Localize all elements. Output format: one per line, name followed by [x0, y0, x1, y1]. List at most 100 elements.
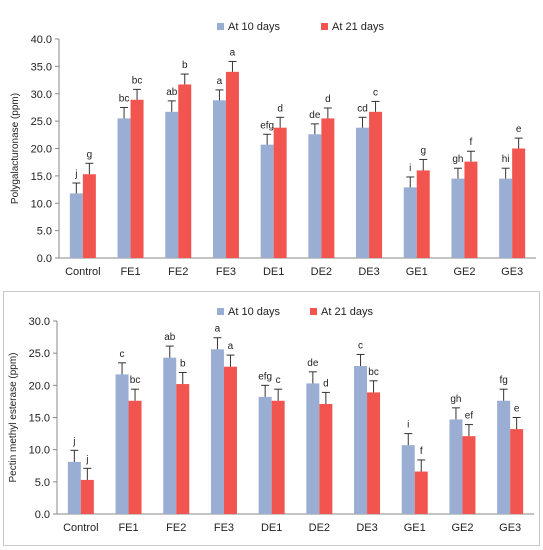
y-tick-label: 30.0	[29, 316, 50, 328]
significance-label: j	[74, 169, 77, 180]
legend-label: At 10 days	[228, 21, 280, 33]
category-label: GE3	[501, 266, 523, 278]
significance-label: d	[323, 378, 329, 389]
y-axis-title: Polygalacturonase (ppm)	[10, 93, 21, 204]
bar	[273, 127, 287, 258]
significance-label: c	[358, 340, 363, 351]
category-label: GE1	[406, 266, 428, 278]
category-label: DE1	[263, 266, 284, 278]
bar	[176, 384, 190, 514]
category-label: FE1	[120, 266, 140, 278]
legend-swatch	[217, 308, 224, 315]
y-tick-label: 25.0	[31, 116, 52, 128]
significance-label: bc	[132, 75, 143, 86]
significance-label: c	[120, 349, 125, 360]
bar	[130, 99, 144, 259]
category-label: GE2	[453, 266, 475, 278]
bar	[178, 84, 192, 258]
bar	[117, 118, 131, 258]
legend-swatch	[321, 23, 328, 30]
significance-label: j	[72, 436, 75, 447]
bar	[308, 134, 322, 258]
significance-label: ab	[164, 332, 176, 343]
significance-label: bc	[119, 93, 130, 104]
bar	[462, 436, 476, 514]
bar	[69, 193, 83, 258]
legend-label: At 21 days	[332, 21, 384, 33]
significance-label: c	[373, 87, 378, 98]
significance-label: c	[276, 375, 281, 386]
category-label: FE2	[166, 522, 186, 534]
significance-label: i	[409, 163, 411, 174]
significance-label: fg	[499, 375, 507, 386]
bar	[354, 366, 368, 514]
category-label: DE2	[309, 522, 330, 534]
category-label: DE3	[358, 266, 379, 278]
bar	[258, 396, 272, 514]
bar	[356, 127, 370, 258]
polygalacturonase-chart-panel: At 10 days At 21 days 0.0 5.0 10.0 15.0 20.0 25…	[3, 3, 540, 289]
significance-label: a	[217, 76, 223, 87]
category-label: FE2	[168, 266, 188, 278]
significance-label: cd	[357, 103, 368, 114]
y-tick-label: 10.0	[31, 198, 52, 210]
pectin-methyl-esterase-chart: At 10 days At 21 days 0.0 5.0 10.0 15.0 20.0 25…	[8, 306, 534, 534]
category-label: Control	[65, 266, 100, 278]
y-tick-label: 30.0	[31, 89, 52, 101]
significance-label: efg	[258, 371, 272, 382]
significance-label: g	[87, 149, 93, 160]
y-tick-label: 5.0	[35, 477, 50, 489]
y-tick-label: 35.0	[31, 61, 52, 73]
bar	[464, 161, 478, 258]
bar	[128, 400, 142, 514]
significance-label: a	[230, 47, 236, 58]
y-tick-label: 10.0	[29, 445, 50, 457]
bar	[416, 170, 430, 258]
y-tick-label: 0.0	[37, 253, 52, 265]
significance-label: efg	[260, 120, 274, 131]
bar	[163, 357, 177, 514]
significance-label: d	[277, 103, 283, 114]
bar	[82, 174, 96, 258]
bar	[401, 445, 415, 514]
significance-label: bc	[368, 367, 379, 378]
legend-label: At 10 days	[228, 306, 280, 318]
bar	[499, 178, 513, 258]
bar	[223, 366, 237, 514]
category-label: GE2	[451, 522, 473, 534]
category-label: DE3	[356, 522, 377, 534]
significance-label: e	[514, 404, 520, 415]
significance-label: e	[516, 124, 522, 135]
y-tick-label: 25.0	[29, 348, 50, 360]
bar	[403, 187, 417, 258]
bar	[67, 461, 81, 514]
significance-label: a	[228, 341, 234, 352]
significance-label: b	[182, 60, 188, 71]
bar	[115, 374, 129, 514]
y-tick-label: 15.0	[29, 413, 50, 425]
bar	[225, 71, 239, 258]
significance-label: gh	[450, 394, 461, 405]
significance-label: g	[420, 145, 426, 156]
significance-label: i	[407, 420, 409, 431]
y-tick-label: 40.0	[31, 34, 52, 46]
bar	[80, 479, 94, 514]
bar	[271, 400, 285, 514]
y-axis-title: Pectin methyl esterase (ppm)	[8, 352, 19, 482]
bar	[369, 111, 383, 258]
bar	[414, 471, 428, 514]
significance-label: bc	[130, 375, 141, 386]
significance-label: d	[325, 94, 331, 105]
bar	[510, 429, 524, 514]
bar	[321, 118, 335, 258]
category-label: GE1	[404, 522, 426, 534]
significance-label: de	[307, 358, 319, 369]
y-tick-label: 20.0	[29, 380, 50, 392]
bar	[367, 392, 381, 514]
significance-label: ab	[166, 87, 178, 98]
legend-swatch	[217, 23, 224, 30]
y-tick-label: 20.0	[31, 144, 52, 156]
bar	[260, 144, 274, 258]
significance-label: ef	[465, 411, 474, 422]
pectin-methyl-esterase-chart-panel: At 10 days At 21 days 0.0 5.0 10.0 15.0 20.0 25…	[3, 291, 540, 546]
